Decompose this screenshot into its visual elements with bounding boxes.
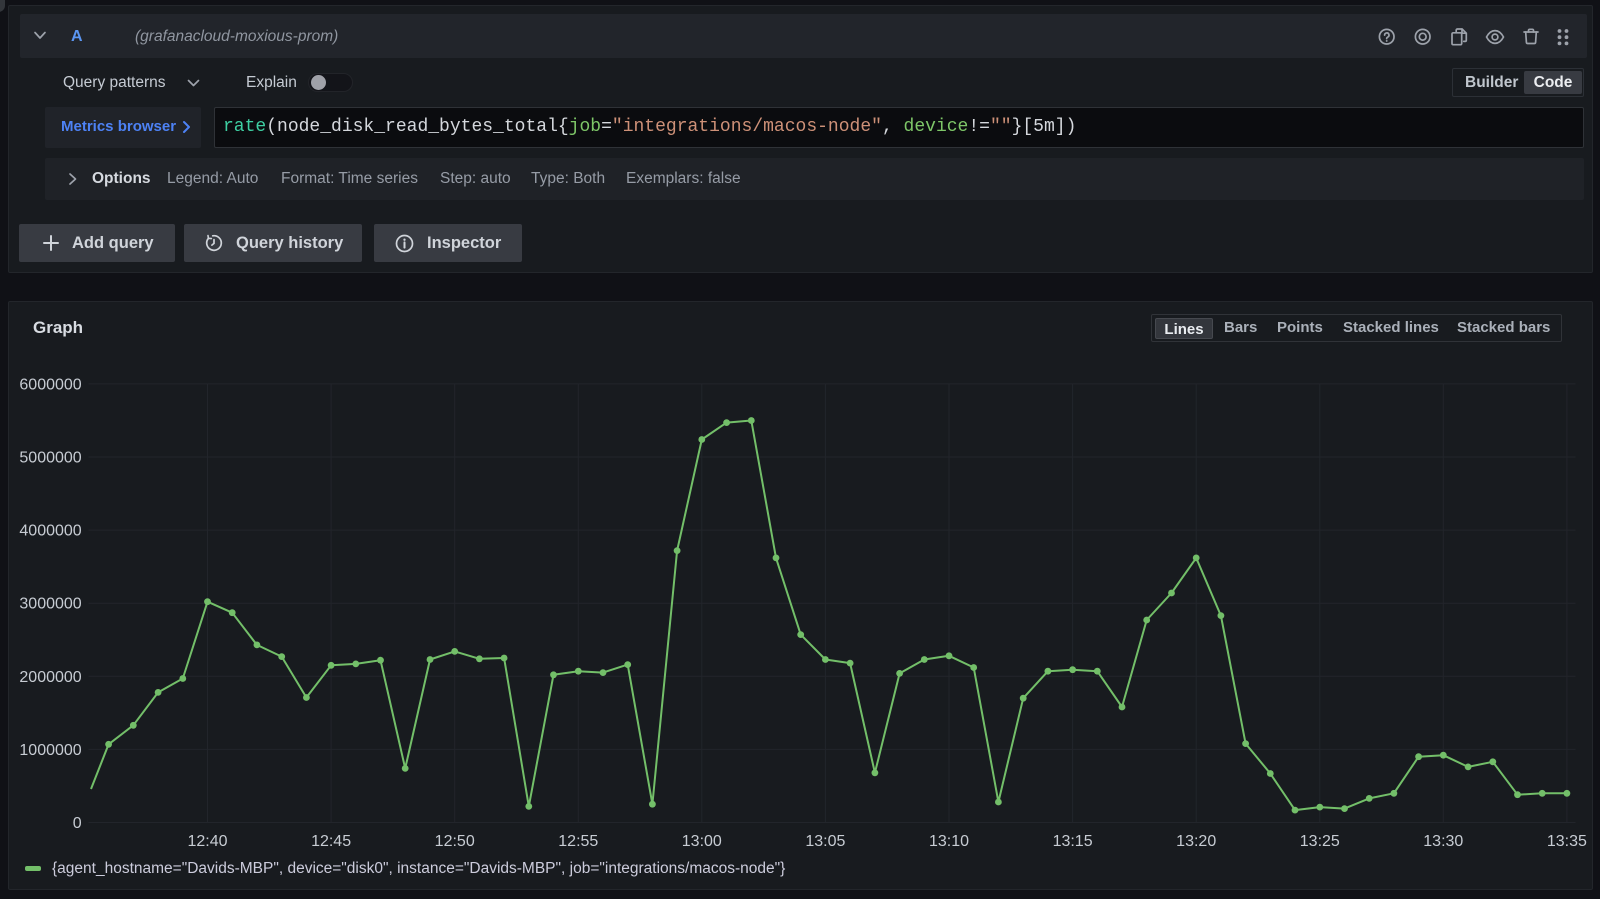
svg-text:13:35: 13:35 bbox=[1547, 833, 1587, 850]
svg-text:13:10: 13:10 bbox=[929, 833, 969, 850]
svg-text:12:55: 12:55 bbox=[558, 833, 598, 850]
svg-text:5000000: 5000000 bbox=[19, 450, 81, 467]
svg-text:13:00: 13:00 bbox=[682, 833, 722, 850]
svg-text:0: 0 bbox=[73, 815, 82, 832]
svg-text:13:20: 13:20 bbox=[1176, 833, 1216, 850]
svg-text:13:30: 13:30 bbox=[1423, 833, 1463, 850]
svg-text:13:25: 13:25 bbox=[1300, 833, 1340, 850]
svg-text:2000000: 2000000 bbox=[19, 669, 81, 686]
svg-text:6000000: 6000000 bbox=[19, 376, 81, 393]
svg-text:12:40: 12:40 bbox=[187, 833, 227, 850]
svg-text:12:45: 12:45 bbox=[311, 833, 351, 850]
svg-text:1000000: 1000000 bbox=[19, 742, 81, 759]
svg-text:3000000: 3000000 bbox=[19, 596, 81, 613]
svg-text:12:50: 12:50 bbox=[435, 833, 475, 850]
svg-text:13:15: 13:15 bbox=[1053, 833, 1093, 850]
svg-text:4000000: 4000000 bbox=[19, 523, 81, 540]
svg-text:13:05: 13:05 bbox=[805, 833, 845, 850]
